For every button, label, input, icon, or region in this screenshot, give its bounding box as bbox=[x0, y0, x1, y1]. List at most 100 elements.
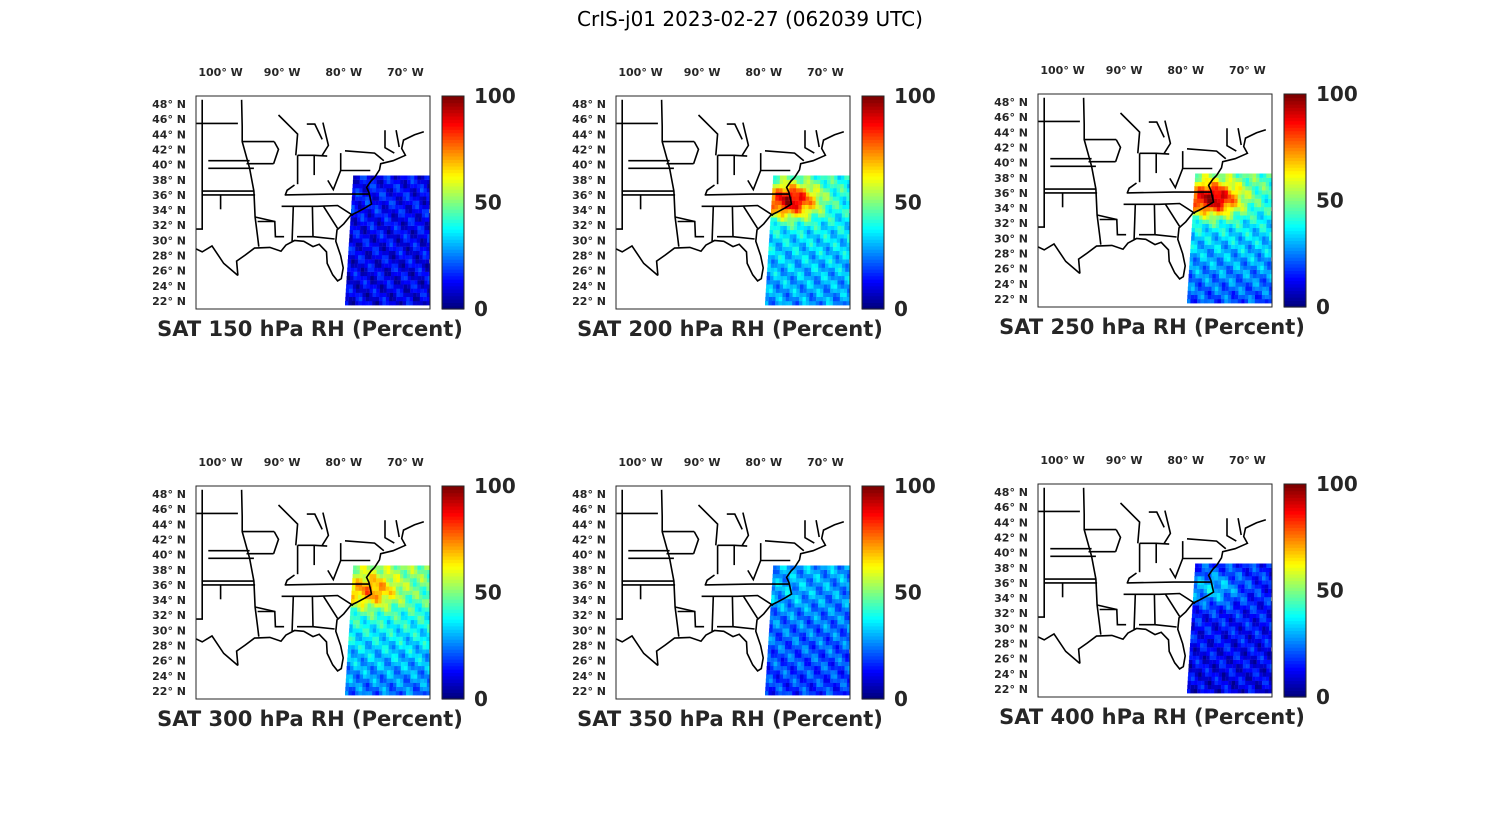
rh-cell bbox=[350, 221, 354, 226]
rh-cell bbox=[793, 569, 797, 575]
rh-cell bbox=[1261, 638, 1265, 644]
rh-cell bbox=[371, 200, 376, 205]
rh-cell bbox=[1204, 294, 1208, 300]
rh-cell bbox=[1269, 286, 1272, 291]
rh-cell bbox=[788, 649, 792, 654]
rh-cell bbox=[776, 288, 780, 293]
colorbar-segment bbox=[442, 665, 464, 670]
rh-cell bbox=[1249, 282, 1253, 287]
rh-cell bbox=[1204, 680, 1209, 685]
rh-cell bbox=[1208, 672, 1212, 677]
rh-cell bbox=[1255, 190, 1259, 195]
rh-cell bbox=[820, 670, 825, 675]
rh-cell bbox=[355, 628, 360, 633]
rh-cell bbox=[1210, 647, 1214, 652]
rh-cell bbox=[428, 263, 430, 268]
rh-cell bbox=[774, 267, 778, 272]
rh-cell bbox=[358, 301, 363, 306]
rh-cell bbox=[1223, 643, 1228, 648]
rh-cell bbox=[399, 632, 404, 637]
rh-cell bbox=[1209, 663, 1213, 669]
rh-cell bbox=[1219, 613, 1223, 619]
rh-cell bbox=[1265, 286, 1270, 291]
colorbar-segment bbox=[862, 252, 884, 257]
rh-cell bbox=[786, 615, 791, 621]
rh-cell bbox=[412, 196, 417, 201]
rh-cell bbox=[412, 301, 417, 306]
rh-cell bbox=[420, 229, 425, 235]
rh-cell bbox=[789, 682, 793, 687]
rh-cell bbox=[345, 292, 350, 297]
rh-cell bbox=[1215, 663, 1220, 669]
rh-cell bbox=[352, 573, 357, 579]
rh-cell bbox=[388, 653, 392, 658]
rh-cell bbox=[805, 594, 809, 600]
rh-cell bbox=[404, 607, 409, 612]
rh-cell bbox=[795, 686, 800, 692]
rh-cell bbox=[357, 661, 361, 667]
coastline bbox=[655, 521, 845, 672]
rh-cell bbox=[1224, 680, 1229, 685]
rh-cell bbox=[798, 590, 803, 595]
rh-cell bbox=[1227, 643, 1231, 648]
rh-cell bbox=[420, 565, 425, 570]
rh-cell bbox=[1214, 190, 1218, 195]
rh-cell bbox=[371, 590, 376, 595]
rh-cell bbox=[383, 665, 388, 671]
rh-cell bbox=[382, 682, 387, 687]
colorbar-segment bbox=[862, 669, 884, 673]
rh-cell bbox=[384, 213, 389, 218]
rh-cell bbox=[820, 225, 825, 231]
rh-cell bbox=[796, 682, 800, 687]
rh-cell bbox=[829, 691, 833, 696]
rh-cell bbox=[352, 234, 357, 239]
rh-cell bbox=[420, 175, 425, 180]
rh-cell bbox=[796, 234, 801, 239]
rh-cell bbox=[792, 691, 796, 696]
rh-cell bbox=[781, 200, 786, 205]
rh-cell bbox=[1224, 630, 1229, 635]
rh-cell bbox=[362, 292, 367, 297]
rh-cell bbox=[796, 624, 801, 629]
rh-cell bbox=[846, 188, 850, 193]
rh-cell bbox=[1225, 622, 1229, 627]
rh-cell bbox=[840, 280, 845, 285]
rh-cell bbox=[366, 670, 371, 675]
rh-cell bbox=[1227, 638, 1232, 644]
colorbar-segment bbox=[442, 255, 464, 260]
rh-cell bbox=[806, 183, 811, 189]
rh-cell bbox=[829, 188, 834, 193]
rh-cell bbox=[1261, 194, 1266, 199]
rh-cell bbox=[402, 582, 407, 587]
rh-cell bbox=[782, 288, 787, 293]
rh-cell bbox=[1235, 173, 1240, 178]
rh-cell bbox=[1268, 630, 1272, 635]
rh-cell bbox=[363, 611, 368, 616]
rh-cell bbox=[833, 284, 838, 289]
rh-cell bbox=[378, 594, 382, 600]
rh-cell bbox=[1238, 290, 1242, 295]
rh-cell bbox=[1264, 592, 1268, 598]
rh-cell bbox=[775, 296, 780, 302]
rh-cell bbox=[355, 246, 359, 251]
rh-cell bbox=[815, 250, 820, 256]
rh-cell bbox=[362, 628, 367, 633]
rh-cell bbox=[1196, 202, 1201, 208]
rh-cell bbox=[410, 565, 415, 570]
rh-cell bbox=[1244, 253, 1248, 258]
rh-cell bbox=[838, 259, 843, 264]
rh-cell bbox=[354, 267, 358, 272]
rh-cell bbox=[379, 628, 384, 633]
rh-cell bbox=[398, 645, 403, 650]
rh-cell bbox=[819, 192, 824, 197]
rh-cell bbox=[372, 573, 377, 579]
rh-cell bbox=[1265, 676, 1270, 681]
rh-cell bbox=[1198, 617, 1202, 623]
rh-cell bbox=[372, 250, 376, 256]
rh-cell bbox=[827, 619, 831, 625]
rh-cell bbox=[769, 678, 773, 683]
rh-cell bbox=[819, 691, 823, 696]
rh-cell bbox=[1263, 659, 1267, 665]
colorbar-segment bbox=[442, 539, 464, 544]
colorbar-segment bbox=[862, 509, 884, 514]
